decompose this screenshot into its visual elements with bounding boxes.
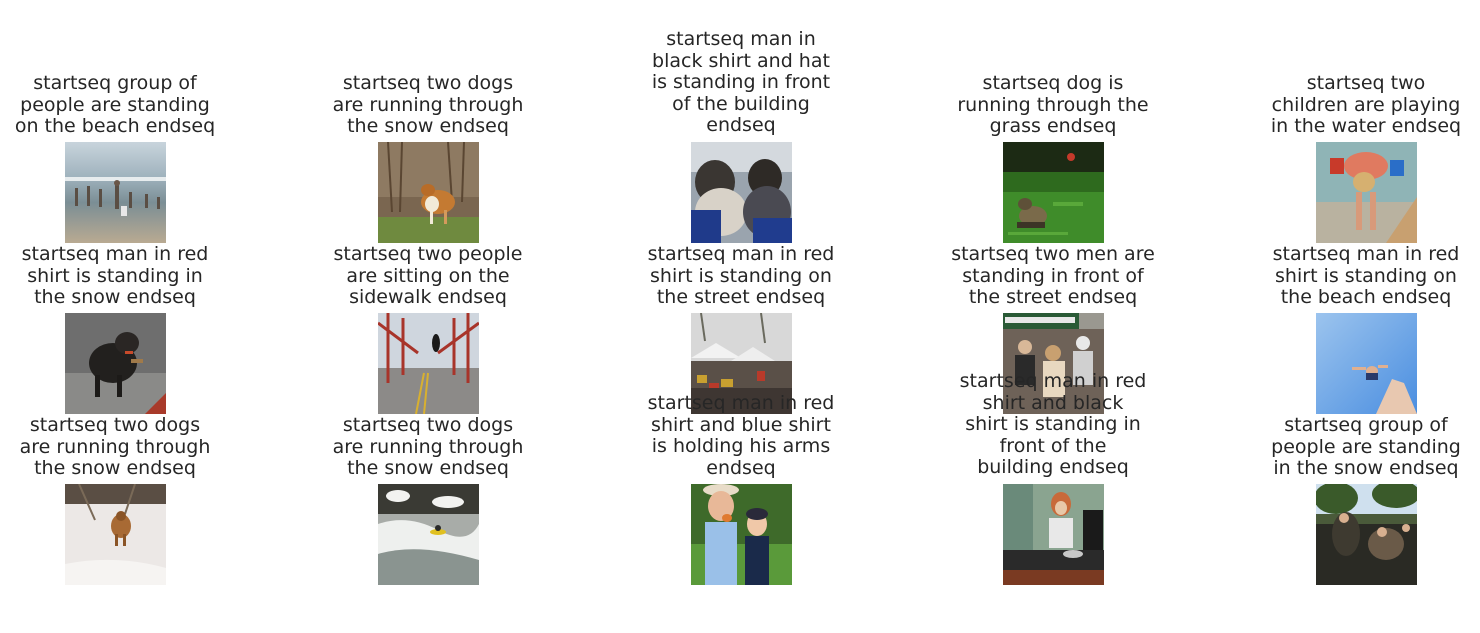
caption-7: startseq two people are sitting on the s… — [333, 243, 523, 309]
wet-dog-photo — [65, 313, 166, 414]
children-eating-photo — [691, 484, 792, 585]
caption-10: startseq man in red shirt is standing on… — [1272, 243, 1460, 309]
terrier-grass-photo — [1003, 142, 1104, 243]
caption-1: startseq group of people are standing on… — [14, 72, 216, 138]
caption-5: startseq two children are playing in the… — [1270, 72, 1462, 138]
bus-passengers-photo — [691, 142, 792, 243]
caption-6: startseq man in red shirt is standing in… — [21, 243, 209, 309]
bridge-runner-photo — [378, 313, 479, 414]
caption-15: startseq group of people are standing in… — [1271, 414, 1461, 480]
beach-people-photo — [65, 142, 166, 243]
caption-14: startseq man in red shirt and black shir… — [959, 370, 1147, 479]
street-crowd-photo — [1003, 313, 1104, 414]
caption-4: startseq dog is running through the gras… — [957, 72, 1149, 138]
child-water-photo — [1316, 142, 1417, 243]
crowd-park-photo — [1316, 484, 1417, 585]
collie-dog-photo — [378, 142, 479, 243]
caption-8: startseq man in red shirt is standing on… — [647, 243, 835, 309]
caption-3: startseq man in black shirt and hat is s… — [651, 28, 831, 137]
caption-9: startseq two men are standing in front o… — [951, 243, 1155, 309]
caption-2: startseq two dogs are running through th… — [332, 72, 524, 138]
dj-woman-photo — [1003, 484, 1104, 585]
sky-hand-photo — [1316, 313, 1417, 414]
kayak-rapids-photo — [378, 484, 479, 585]
caption-12: startseq two dogs are running through th… — [332, 414, 524, 480]
dog-snow-photo — [65, 484, 166, 585]
caption-13: startseq man in red shirt and blue shirt… — [647, 392, 835, 479]
caption-11: startseq two dogs are running through th… — [19, 414, 211, 480]
street-market-photo — [691, 313, 792, 414]
